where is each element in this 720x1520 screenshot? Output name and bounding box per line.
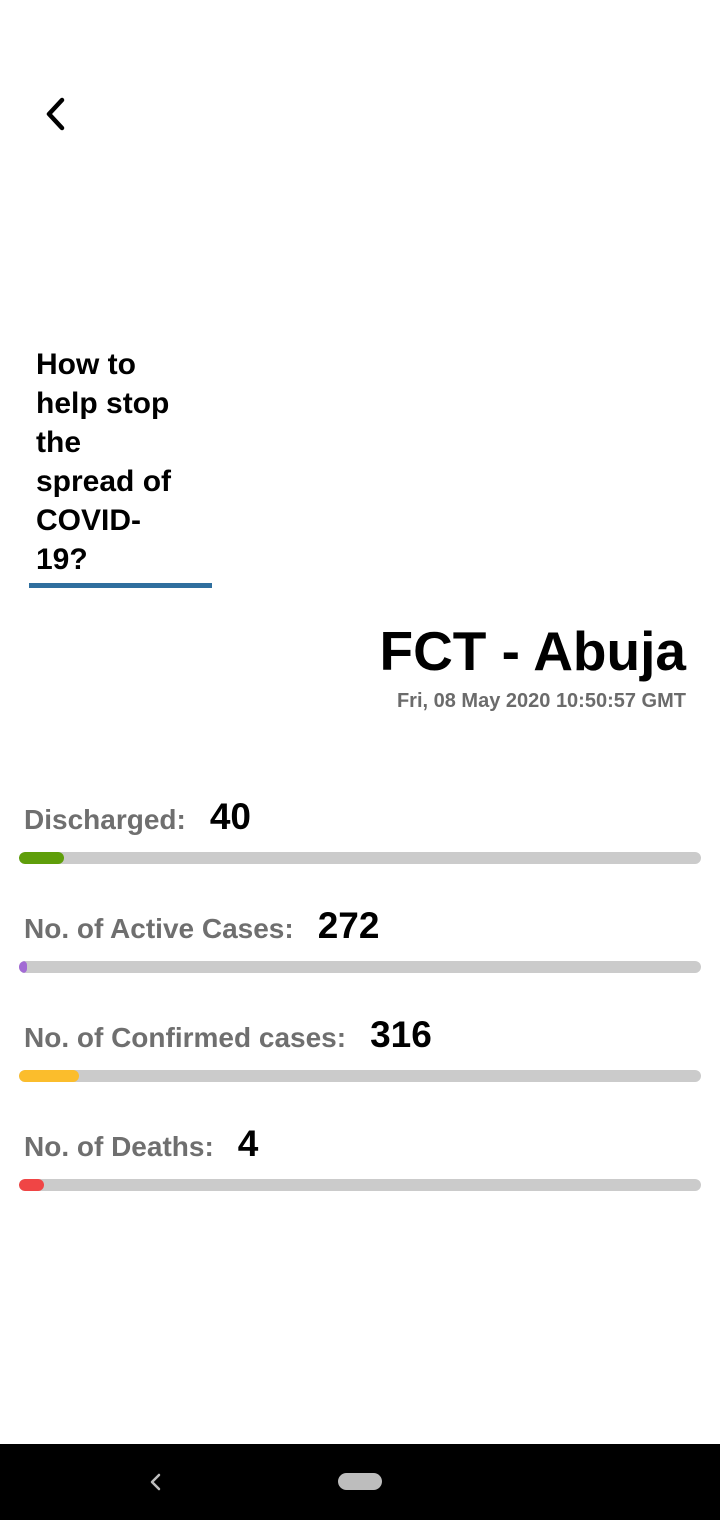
stat-deaths: No. of Deaths: 4 xyxy=(19,1123,701,1191)
progress-fill xyxy=(19,1179,45,1191)
stat-discharged: Discharged: 40 xyxy=(19,796,701,864)
progress-track xyxy=(19,852,701,864)
stat-value: 316 xyxy=(370,1014,432,1055)
progress-track xyxy=(19,1179,701,1191)
stat-value: 4 xyxy=(237,1123,259,1164)
progress-track xyxy=(19,1070,701,1082)
stat-label: Discharged: xyxy=(24,804,186,835)
system-nav-bar xyxy=(0,1444,720,1520)
region-title: FCT - Abuja xyxy=(379,620,686,682)
stat-label: No. of Deaths: xyxy=(24,1131,214,1162)
stat-value: 40 xyxy=(209,796,251,837)
last-updated-timestamp: Fri, 08 May 2020 10:50:57 GMT xyxy=(396,690,686,712)
home-pill-icon[interactable] xyxy=(338,1473,382,1490)
help-link[interactable]: How to help stop the spread of COVID-19? xyxy=(29,345,212,588)
progress-fill xyxy=(19,1070,80,1082)
progress-fill xyxy=(19,961,27,973)
system-back-button[interactable] xyxy=(140,1466,170,1498)
stat-value: 272 xyxy=(317,905,380,946)
help-link-underline xyxy=(29,583,212,588)
progress-track xyxy=(19,961,701,973)
progress-fill xyxy=(19,852,64,864)
stat-label: No. of Confirmed cases: xyxy=(24,1022,347,1053)
triangle-back-icon xyxy=(150,1473,161,1491)
back-button[interactable] xyxy=(30,90,82,138)
help-link-label: How to help stop the spread of COVID-19? xyxy=(36,348,172,576)
stat-confirmed-cases: No. of Confirmed cases: 316 xyxy=(19,1014,701,1082)
stat-label: No. of Active Cases: xyxy=(24,913,294,944)
chevron-left-icon xyxy=(46,97,65,131)
stat-active-cases: No. of Active Cases: 272 xyxy=(19,905,701,973)
